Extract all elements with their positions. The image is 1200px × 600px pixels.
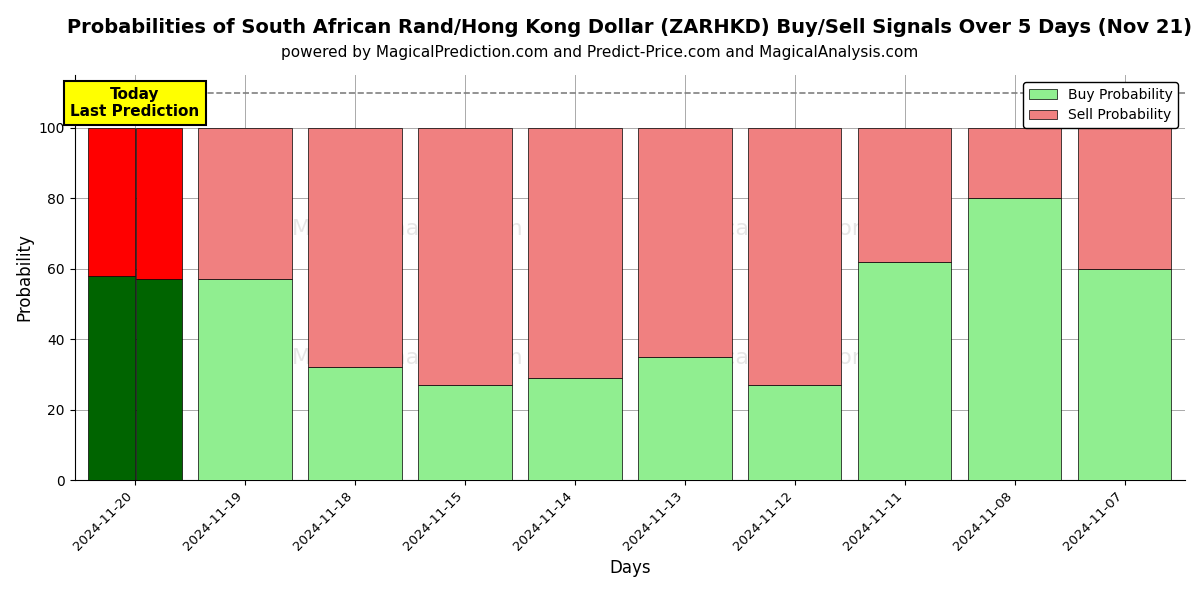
Bar — [419, 128, 511, 385]
Bar — [858, 262, 952, 480]
Bar — [136, 279, 182, 480]
X-axis label: Days: Days — [610, 559, 650, 577]
Bar — [968, 128, 1061, 198]
Text: MagicalPrediction.com: MagicalPrediction.com — [671, 349, 922, 368]
Bar — [198, 279, 292, 480]
Text: MagicalAnalysis.com: MagicalAnalysis.com — [292, 349, 523, 368]
Bar — [136, 128, 182, 279]
Bar — [528, 378, 622, 480]
Bar — [198, 128, 292, 279]
Bar — [1078, 269, 1171, 480]
Y-axis label: Probability: Probability — [16, 233, 34, 322]
Bar — [1078, 128, 1171, 269]
Bar — [419, 385, 511, 480]
Bar — [638, 357, 732, 480]
Bar — [308, 367, 402, 480]
Bar — [748, 128, 841, 385]
Bar — [89, 276, 134, 480]
Title: Probabilities of South African Rand/Hong Kong Dollar (ZARHKD) Buy/Sell Signals O: Probabilities of South African Rand/Hong… — [67, 19, 1193, 37]
Text: MagicalAnalysis.com: MagicalAnalysis.com — [292, 219, 523, 239]
Text: MagicalPrediction.com: MagicalPrediction.com — [671, 219, 922, 239]
Bar — [748, 385, 841, 480]
Bar — [858, 128, 952, 262]
Text: powered by MagicalPrediction.com and Predict-Price.com and MagicalAnalysis.com: powered by MagicalPrediction.com and Pre… — [281, 45, 919, 60]
Bar — [308, 128, 402, 367]
Bar — [638, 128, 732, 357]
Legend: Buy Probability, Sell Probability: Buy Probability, Sell Probability — [1024, 82, 1178, 128]
Text: Today
Last Prediction: Today Last Prediction — [71, 87, 199, 119]
Bar — [528, 128, 622, 378]
Bar — [968, 198, 1061, 480]
Bar — [89, 128, 134, 276]
